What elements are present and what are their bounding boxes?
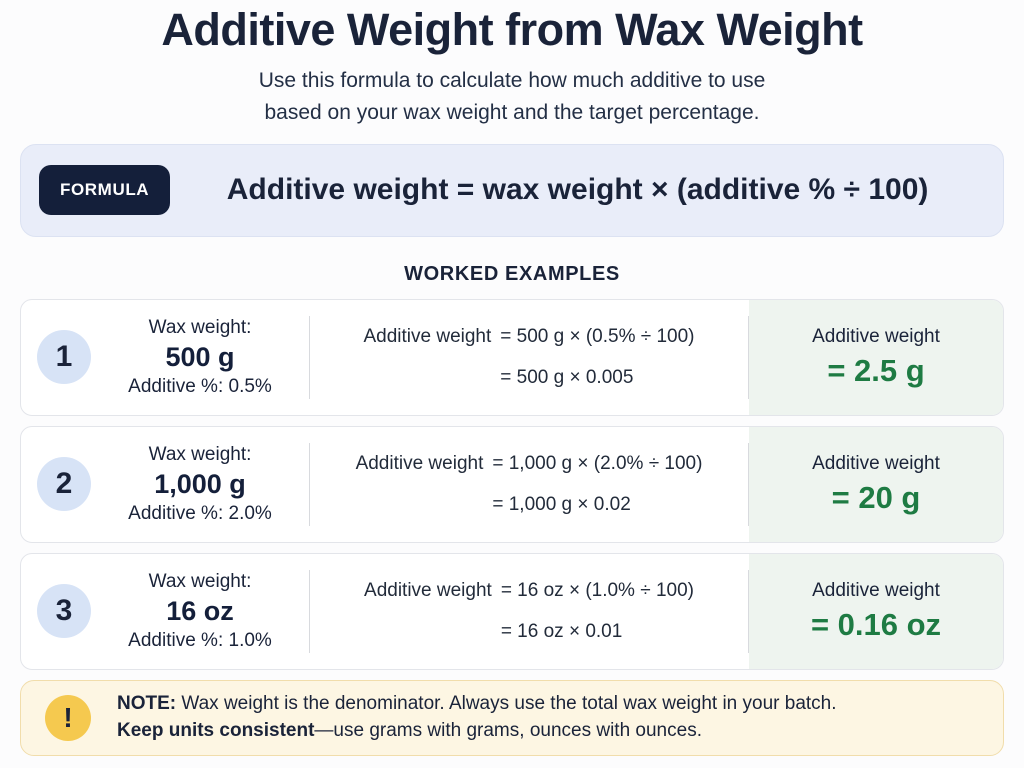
wax-weight-value: 1,000 g xyxy=(154,468,246,499)
warning-icon: ! xyxy=(45,694,91,741)
note-line-1: NOTE: Wax weight is the denominator. Alw… xyxy=(117,691,837,718)
calc-step-2: = 16 oz × 0.01 xyxy=(500,620,623,642)
calc-label-spacer xyxy=(356,494,484,516)
column-divider xyxy=(309,442,310,526)
example-row-3: 3 Wax weight: 16 oz Additive %: 1.0% Add… xyxy=(20,552,1004,670)
calc-label: Additive weight xyxy=(364,579,492,601)
calc-label: Additive weight xyxy=(363,325,492,347)
calc-step-1: = 1,000 g × (2.0% ÷ 100) xyxy=(492,452,703,474)
result-value: = 20 g xyxy=(831,479,921,515)
formula-badge: FORMULA xyxy=(39,165,171,216)
result-label: Additive weight xyxy=(812,579,940,601)
column-divider xyxy=(748,569,749,653)
example-number-badge: 1 xyxy=(37,330,91,385)
formula-text: Additive weight = wax weight × (additive… xyxy=(226,173,929,207)
calculation-column: Additive weight = 1,000 g × (2.0% ÷ 100)… xyxy=(310,427,748,542)
subtitle-line-2: based on your wax weight and the target … xyxy=(264,100,760,124)
calc-step-1: = 500 g × (0.5% ÷ 100) xyxy=(500,325,695,347)
result-value: = 0.16 oz xyxy=(810,606,942,642)
wax-weight-label: Wax weight: xyxy=(148,570,252,592)
example-row-2: 2 Wax weight: 1,000 g Additive %: 2.0% A… xyxy=(20,425,1004,543)
wax-weight-label: Wax weight: xyxy=(148,316,252,338)
calc-label-spacer xyxy=(363,367,491,389)
result-panel: Additive weight = 20 g xyxy=(749,426,1003,542)
additive-percent: Additive %: 0.5% xyxy=(128,375,272,397)
calculation-steps: Additive weight = 16 oz × (1.0% ÷ 100) =… xyxy=(364,580,694,643)
inputs-column: Wax weight: 16 oz Additive %: 1.0% xyxy=(91,554,309,669)
wax-weight-label: Wax weight: xyxy=(148,443,252,465)
calc-label-spacer xyxy=(364,621,492,643)
calc-step-1: = 16 oz × (1.0% ÷ 100) xyxy=(500,579,694,601)
example-number-badge: 2 xyxy=(37,457,91,512)
calculation-column: Additive weight = 500 g × (0.5% ÷ 100) =… xyxy=(310,300,748,415)
column-divider xyxy=(309,569,310,653)
subtitle: Use this formula to calculate how much a… xyxy=(0,65,1024,129)
wax-weight-value: 16 oz xyxy=(166,595,234,626)
example-number-badge: 3 xyxy=(37,584,91,639)
result-panel: Additive weight = 0.16 oz xyxy=(749,553,1003,669)
note-line-1-body: Wax weight is the denominator. Always us… xyxy=(176,693,837,715)
column-divider xyxy=(748,442,749,526)
wax-weight-value: 500 g xyxy=(165,341,235,372)
page-title: Additive Weight from Wax Weight xyxy=(161,4,863,55)
note-line-2-bold: Keep units consistent xyxy=(117,719,315,741)
result-value: = 2.5 g xyxy=(827,352,925,388)
result-panel: Additive weight = 2.5 g xyxy=(749,299,1003,415)
note-line-2: Keep units consistent—use grams with gra… xyxy=(117,718,837,745)
note-line-2-body: —use grams with grams, ounces with ounce… xyxy=(314,719,702,741)
inputs-column: Wax weight: 500 g Additive %: 0.5% xyxy=(91,300,309,415)
calc-step-2: = 500 g × 0.005 xyxy=(500,366,634,388)
note-text: NOTE: Wax weight is the denominator. Alw… xyxy=(117,691,837,744)
subtitle-line-1: Use this formula to calculate how much a… xyxy=(258,69,766,92)
calc-step-2: = 1,000 g × 0.02 xyxy=(492,493,631,515)
result-label: Additive weight xyxy=(812,325,940,347)
calc-label: Additive weight xyxy=(355,452,484,474)
formula-card: FORMULA Additive weight = wax weight × (… xyxy=(20,143,1004,237)
note-line-1-bold: NOTE: xyxy=(117,693,177,715)
calculation-steps: Additive weight = 1,000 g × (2.0% ÷ 100)… xyxy=(356,453,703,516)
inputs-column: Wax weight: 1,000 g Additive %: 2.0% xyxy=(91,427,309,542)
column-divider xyxy=(748,315,749,399)
column-divider xyxy=(309,315,310,399)
example-row-1: 1 Wax weight: 500 g Additive %: 0.5% Add… xyxy=(20,298,1004,416)
note-box: ! NOTE: Wax weight is the denominator. A… xyxy=(20,679,1004,756)
worked-examples-heading: WORKED EXAMPLES xyxy=(404,262,620,285)
calculation-column: Additive weight = 16 oz × (1.0% ÷ 100) =… xyxy=(310,554,748,669)
additive-percent: Additive %: 2.0% xyxy=(128,502,272,524)
calculation-steps: Additive weight = 500 g × (0.5% ÷ 100) =… xyxy=(363,326,694,389)
additive-percent: Additive %: 1.0% xyxy=(128,629,272,651)
result-label: Additive weight xyxy=(812,452,940,474)
